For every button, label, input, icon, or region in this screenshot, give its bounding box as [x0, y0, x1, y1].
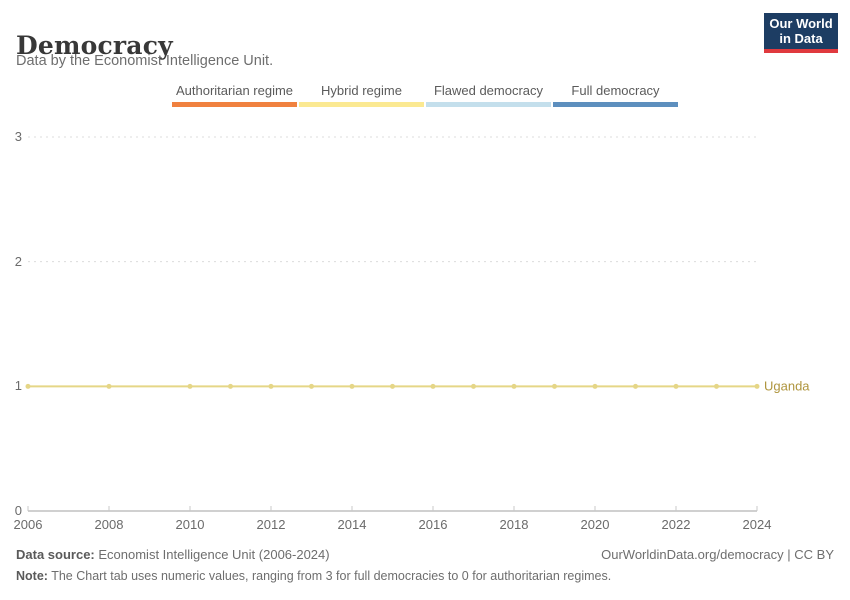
data-point-uganda-2024[interactable]	[754, 383, 760, 389]
legend-color-bar	[426, 102, 551, 107]
legend-item-authoritarian-regime[interactable]: Authoritarian regime	[172, 83, 297, 107]
data-point-uganda-2012[interactable]	[268, 383, 274, 389]
legend-color-bar	[299, 102, 424, 107]
data-point-uganda-2011[interactable]	[228, 383, 233, 389]
legend-item-label: Hybrid regime	[321, 83, 402, 98]
footer: Data source: Economist Intelligence Unit…	[16, 547, 834, 583]
y-axis-tick-label-3: 3	[14, 129, 22, 145]
data-point-uganda-2020[interactable]	[592, 383, 598, 389]
legend-item-label: Authoritarian regime	[175, 83, 294, 98]
data-point-uganda-2006[interactable]	[25, 383, 31, 389]
x-axis-tick-label-2018: 2018	[499, 517, 529, 532]
data-point-uganda-2017[interactable]	[471, 383, 476, 389]
legend-color-bar	[553, 102, 678, 107]
legend-item-hybrid-regime[interactable]: Hybrid regime	[299, 83, 424, 107]
data-source-line: Data source: Economist Intelligence Unit…	[16, 547, 330, 562]
x-axis-tick-label-2022: 2022	[661, 517, 691, 532]
data-point-uganda-2014[interactable]	[349, 383, 355, 389]
x-axis-tick-label-2014: 2014	[337, 517, 367, 532]
data-point-uganda-2015[interactable]	[390, 383, 395, 389]
owid-url-link[interactable]: OurWorldinData.org/democracy | CC BY	[601, 547, 834, 562]
chart-title: Democracy	[16, 30, 173, 60]
note-label: Note:	[16, 569, 48, 583]
x-axis-tick-label-2016: 2016	[418, 517, 448, 532]
y-axis-tick-label-0: 0	[14, 503, 22, 519]
data-point-uganda-2016[interactable]	[430, 383, 436, 389]
y-axis-tick-label-1: 1	[14, 378, 22, 394]
data-point-uganda-2010[interactable]	[187, 383, 193, 389]
legend-item-label: Full democracy	[571, 83, 660, 98]
data-point-uganda-2021[interactable]	[633, 383, 638, 389]
data-point-uganda-2019[interactable]	[552, 383, 557, 389]
legend-item-label: Flawed democracy	[433, 83, 544, 98]
x-axis-tick-label-2020: 2020	[580, 517, 610, 532]
owid-logo-text: Our World in Data	[769, 16, 833, 46]
legend-item-flawed-democracy[interactable]: Flawed democracy	[426, 83, 551, 107]
series-label-uganda[interactable]: Uganda	[764, 378, 810, 394]
data-point-uganda-2018[interactable]	[511, 383, 517, 389]
chart-subtitle: Data by the Economist Intelligence Unit.	[16, 53, 274, 69]
x-axis-tick-label-2012: 2012	[256, 517, 286, 532]
data-point-uganda-2022[interactable]	[673, 383, 679, 389]
legend-color-bar	[172, 102, 297, 107]
data-point-uganda-2023[interactable]	[714, 383, 719, 389]
legend-item-full-democracy[interactable]: Full democracy	[553, 83, 678, 107]
x-axis-tick-label-2010: 2010	[175, 517, 205, 532]
data-source-label: Data source:	[16, 547, 95, 562]
legend: Authoritarian regime Hybrid regime Flawed …	[172, 83, 678, 107]
x-axis-tick-label-2024: 2024	[742, 517, 772, 532]
data-source-text: Economist Intelligence Unit (2006-2024)	[94, 547, 330, 562]
note-text: The Chart tab uses numeric values, rangi…	[47, 569, 612, 583]
y-axis-tick-label-2: 2	[14, 253, 22, 269]
x-axis-tick-label-2008: 2008	[94, 517, 124, 532]
x-axis-tick-label-2006: 2006	[13, 517, 43, 532]
note-line: Note: The Chart tab uses numeric values,…	[16, 569, 834, 583]
data-point-uganda-2008[interactable]	[106, 383, 112, 389]
data-point-uganda-2013[interactable]	[309, 383, 314, 389]
owid-logo[interactable]: Our World in Data	[764, 13, 838, 53]
